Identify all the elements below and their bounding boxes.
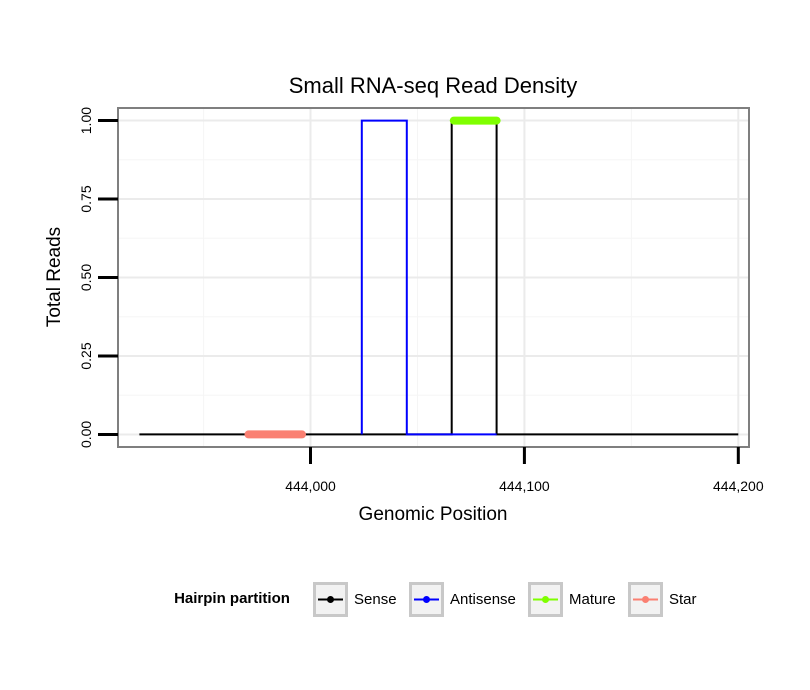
series-layer — [139, 116, 739, 439]
y-axis-title: Total Reads — [44, 227, 65, 327]
legend-item-antisense: Antisense — [409, 582, 516, 617]
y-tick-label: 0.00 — [78, 421, 94, 448]
y-tick-label: 0.50 — [78, 264, 94, 291]
x-tick-label: 444,200 — [713, 478, 764, 494]
legend-item-mature: Mature — [528, 582, 616, 617]
legend-label: Star — [669, 591, 697, 608]
y-tick-label: 0.25 — [78, 342, 94, 369]
y-axis: 0.00 0.25 0.50 0.75 1.00 — [78, 107, 118, 448]
legend-key-point — [642, 596, 649, 603]
y-tick-label: 0.75 — [78, 185, 94, 212]
legend-key-point — [327, 596, 334, 603]
series-antisense-line — [360, 119, 497, 436]
x-axis: 444,000 444,100 444,200 — [285, 447, 764, 494]
legend-item-sense: Sense — [313, 582, 397, 617]
legend-key-point — [423, 596, 430, 603]
legend-label: Antisense — [450, 591, 516, 608]
chart-title: Small RNA-seq Read Density — [289, 73, 578, 98]
legend-label: Sense — [354, 591, 397, 608]
legend-title: Hairpin partition — [174, 590, 290, 607]
legend-item-star: Star — [628, 582, 697, 617]
legend-key-point — [542, 596, 549, 603]
x-tick-label: 444,100 — [499, 478, 550, 494]
grid — [118, 108, 749, 447]
y-tick-label: 1.00 — [78, 107, 94, 134]
legend: Hairpin partition Sense Antisense Mature St… — [174, 582, 697, 617]
x-tick-label: 444,000 — [285, 478, 336, 494]
legend-label: Mature — [569, 591, 616, 608]
x-axis-title: Genomic Position — [359, 504, 508, 525]
